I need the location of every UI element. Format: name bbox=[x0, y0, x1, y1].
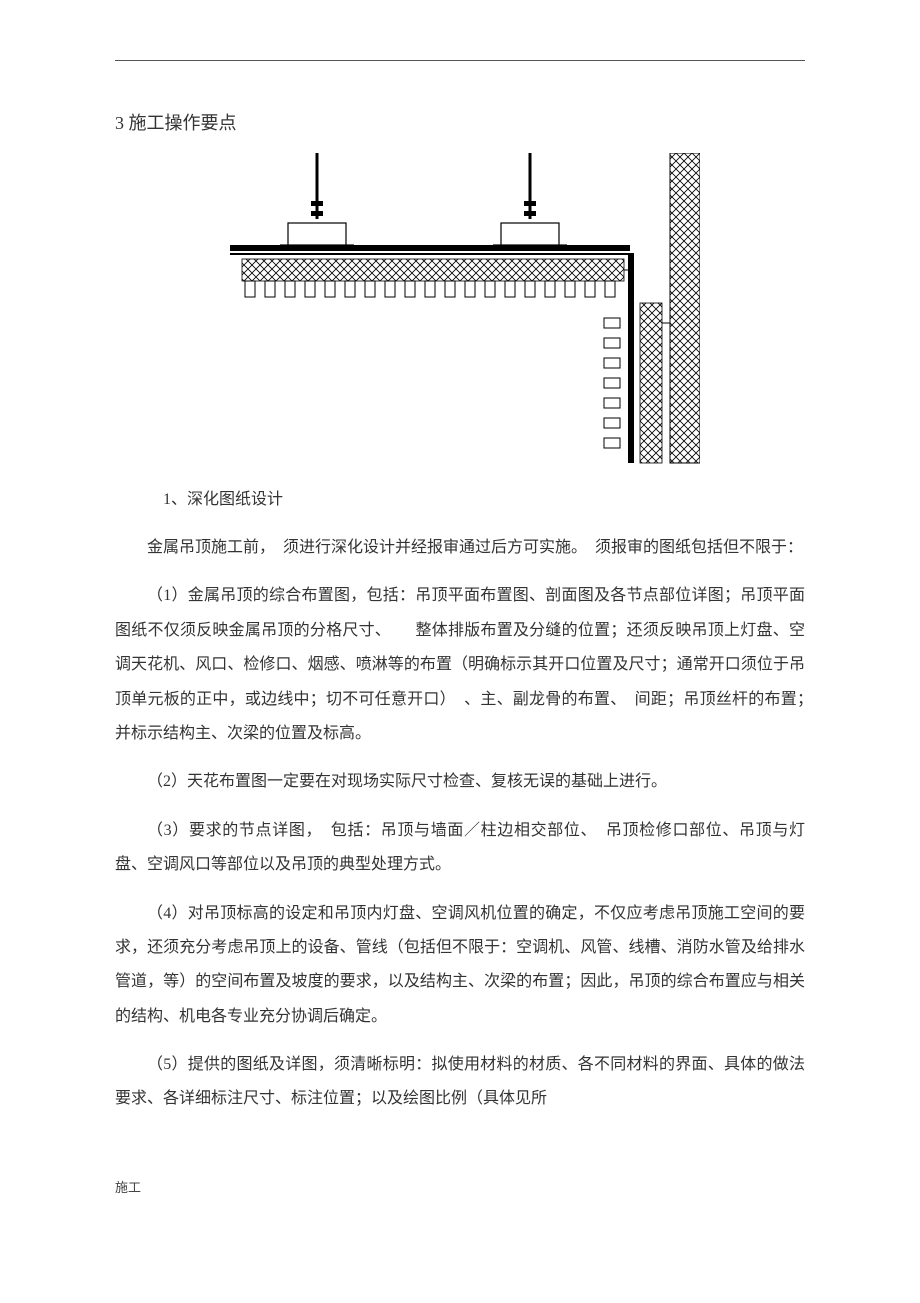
paragraph-item-3: （3）要求的节点详图， 包括：吊顶与墙面／柱边相交部位、 吊顶检修口部位、吊顶与… bbox=[115, 814, 805, 883]
top-rule bbox=[115, 60, 805, 61]
diagram-svg bbox=[220, 153, 700, 465]
ceiling-section-diagram bbox=[220, 153, 700, 465]
footer-label: 施工 bbox=[115, 1177, 805, 1196]
paragraph-item-5: （5）提供的图纸及详图，须清晰标明：拟使用材料的材质、各不同材料的界面、具体的做… bbox=[115, 1048, 805, 1117]
paragraph-item-1: （1）金属吊顶的综合布置图，包括：吊顶平面布置图、剖面图及各节点部位详图；吊顶平… bbox=[115, 579, 805, 751]
paragraph-item-4: （4）对吊顶标高的设定和吊顶内灯盘、空调风机位置的确定，不仅应考虑吊顶施工空间的… bbox=[115, 897, 805, 1035]
paragraph-item-2: （2）天花布置图一定要在对现场实际尺寸检查、复核无误的基础上进行。 bbox=[115, 765, 805, 799]
subsection-heading: 1、深化图纸设计 bbox=[163, 485, 805, 509]
section-heading: 3 施工操作要点 bbox=[115, 109, 805, 135]
paragraph-intro: 金属吊顶施工前， 须进行深化设计并经报审通过后方可实施。 须报审的图纸包括但不限… bbox=[115, 531, 805, 565]
